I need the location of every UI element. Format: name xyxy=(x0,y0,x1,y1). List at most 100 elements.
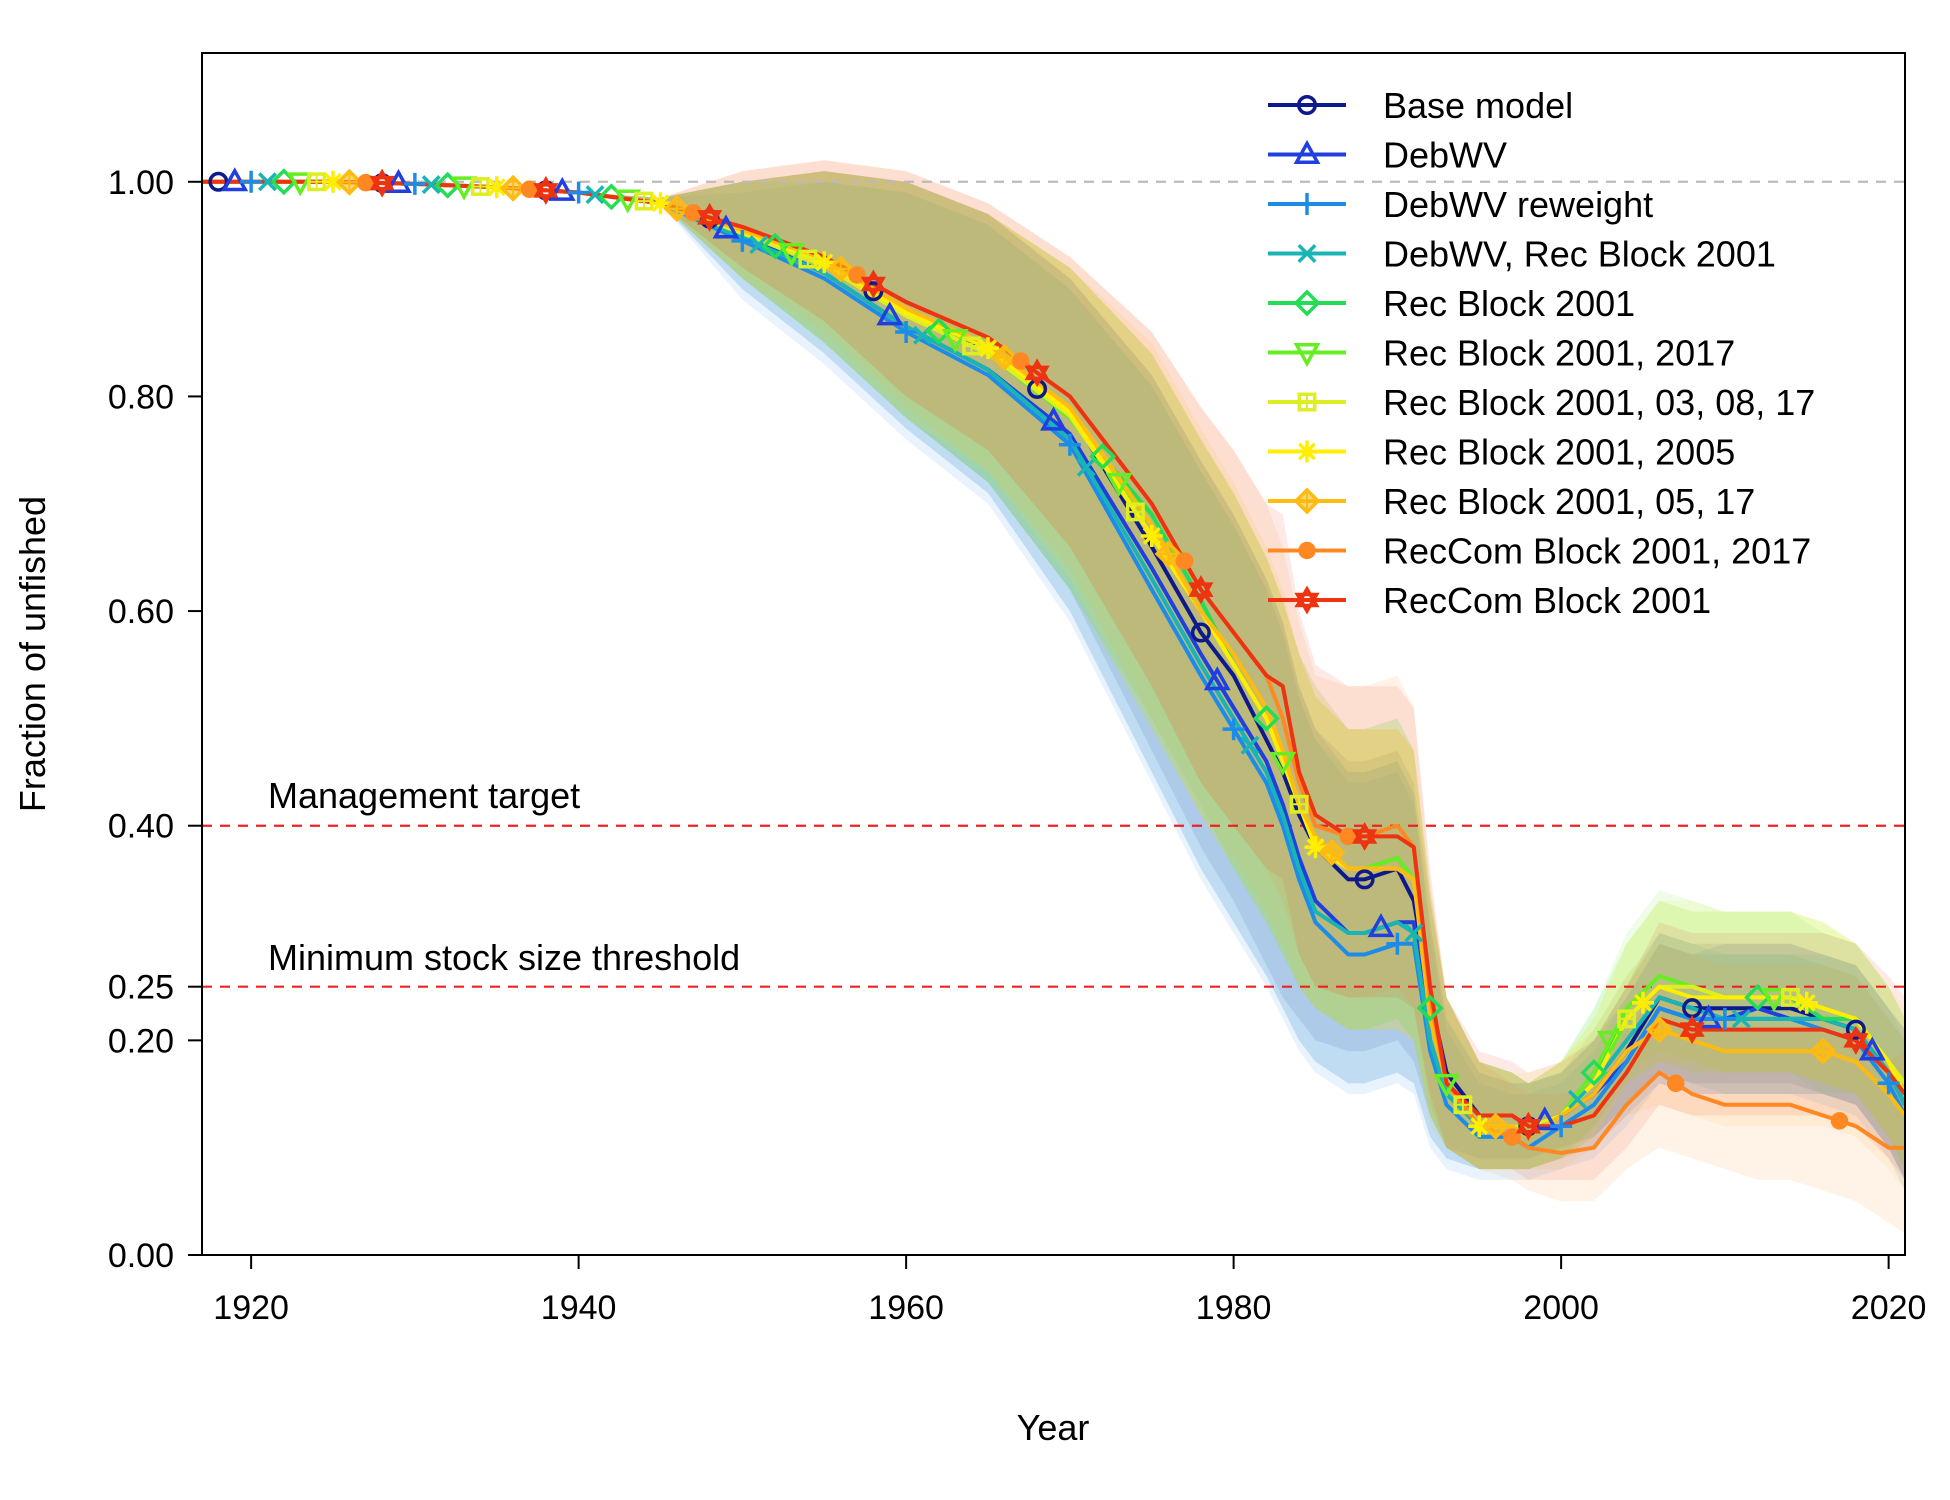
point-debwv xyxy=(1695,1004,1722,1029)
legend-label: DebWV reweight xyxy=(1383,184,1653,225)
point-rec-block-2001-2017 xyxy=(941,329,969,354)
point-rec-block-2001-03-08-17 xyxy=(1289,794,1309,814)
legend-item-debwv-reweight: DebWV reweight xyxy=(1268,184,1653,225)
uncertainty-bands xyxy=(202,160,1905,1234)
point-rec-block-2001-2005 xyxy=(1795,991,1818,1014)
legend-item-debwv: DebWV xyxy=(1268,135,1507,176)
legend-item-rec-block-2001: Rec Block 2001 xyxy=(1268,283,1635,324)
point-debwv xyxy=(1040,406,1067,431)
legend-marker xyxy=(1297,95,1317,115)
point-reccom-block-2001 xyxy=(1679,1015,1705,1045)
point-reccom-block-2001 xyxy=(1024,358,1050,388)
point-reccom-block-2001-2017 xyxy=(1830,1112,1849,1130)
markers-rec-block-2001-2017 xyxy=(286,172,1788,1098)
point-base-model xyxy=(863,281,884,302)
y-tick-label: 0.00 xyxy=(108,1237,174,1275)
point-rec-block-2001-2005 xyxy=(1140,524,1163,547)
point-reccom-block-2001-2017 xyxy=(1503,1128,1521,1146)
management-target-label: Management target xyxy=(268,775,580,816)
point-rec-block-2001-05-17 xyxy=(827,255,855,283)
series-markers xyxy=(208,167,1900,1146)
x-tick-label: 1920 xyxy=(213,1289,289,1327)
point-debwv-rec-block-2001 xyxy=(749,235,769,255)
point-reccom-block-2001 xyxy=(860,269,886,299)
y-tick-label: 0.20 xyxy=(108,1022,174,1060)
x-tick-label: 2000 xyxy=(1523,1289,1599,1327)
point-rec-block-2001-2005 xyxy=(649,192,672,215)
plot-frame xyxy=(201,52,1906,1256)
point-debwv xyxy=(1203,666,1231,691)
point-rec-block-2001-03-08-17 xyxy=(634,191,654,211)
point-base-model xyxy=(1190,622,1211,643)
point-reccom-block-2001 xyxy=(1843,1025,1869,1055)
point-debwv-rec-block-2001 xyxy=(1240,735,1260,755)
legend-item-base-model: Base model xyxy=(1268,85,1573,126)
legend-marker xyxy=(1293,289,1321,317)
point-debwv xyxy=(876,301,904,326)
point-base-model xyxy=(1354,869,1375,890)
legend-marker xyxy=(1298,541,1316,560)
band-debwv-rec-block-2001 xyxy=(202,181,1905,1180)
point-rec-block-2001-2017 xyxy=(1105,472,1133,497)
point-rec-block-2001-2005 xyxy=(1304,836,1327,859)
legend-marker xyxy=(1296,193,1318,215)
legend-label: Rec Block 2001, 2017 xyxy=(1383,333,1735,374)
band-reccom-block-2001 xyxy=(202,160,1905,1180)
band-reccom-block-2001-2017 xyxy=(202,160,1905,1234)
band-rec-block-2001-2017 xyxy=(202,171,1905,1170)
legend-marker xyxy=(1297,392,1317,412)
point-debwv-reweight xyxy=(1222,718,1245,741)
point-debwv-rec-block-2001 xyxy=(1731,1009,1751,1029)
band-base-model xyxy=(202,171,1905,1180)
point-rec-block-2001-03-08-17 xyxy=(1780,987,1800,1007)
legend-marker xyxy=(1296,440,1318,463)
point-debwv-reweight xyxy=(1877,1072,1900,1095)
y-tick-label: 0.25 xyxy=(108,969,174,1007)
y-tick-label: 0.60 xyxy=(108,593,174,631)
point-rec-block-2001-05-17 xyxy=(1318,839,1346,867)
point-reccom-block-2001 xyxy=(1352,821,1378,851)
legend-label: Base model xyxy=(1383,85,1573,126)
point-rec-block-2001-05-17 xyxy=(1809,1037,1837,1065)
point-debwv-reweight xyxy=(240,170,263,193)
point-rec-block-2001-2017 xyxy=(1269,751,1297,776)
point-debwv xyxy=(221,167,249,192)
point-debwv-reweight xyxy=(403,172,426,195)
point-rec-block-2001 xyxy=(761,232,789,260)
point-debwv-rec-block-2001 xyxy=(1404,923,1424,943)
x-tick-label: 1940 xyxy=(541,1289,617,1327)
point-debwv-reweight xyxy=(1058,433,1081,456)
point-debwv-rec-block-2001 xyxy=(421,175,441,195)
legend-item-rec-block-2001-2005: Rec Block 2001, 2005 xyxy=(1268,432,1735,473)
point-rec-block-2001-05-17 xyxy=(1645,1016,1673,1044)
point-debwv-rec-block-2001 xyxy=(585,185,605,205)
point-rec-block-2001-2017 xyxy=(286,172,314,197)
markers-reccom-block-2001 xyxy=(369,168,1869,1141)
point-rec-block-2001-2005 xyxy=(813,251,836,274)
point-rec-block-2001-2005 xyxy=(322,170,344,193)
point-reccom-block-2001 xyxy=(1188,575,1214,605)
point-rec-block-2001-2005 xyxy=(977,337,999,360)
point-rec-block-2001-2005 xyxy=(1632,991,1654,1014)
point-rec-block-2001-2017 xyxy=(1760,987,1788,1013)
axes: 1920 1940 1960 1980 2000 2020 0.00 0.20 0.25 0.40… xyxy=(108,164,1927,1327)
band-rec-block-2001-2005 xyxy=(202,171,1905,1170)
y-axis-title: Fraction of unfished xyxy=(12,496,53,812)
point-rec-block-2001-2005 xyxy=(1468,1115,1491,1138)
point-reccom-block-2001-2017 xyxy=(848,266,866,284)
legend-label: DebWV xyxy=(1383,135,1507,176)
legend: Base model DebWV DebWV reweight DebWV, Rec … xyxy=(1268,85,1815,621)
band-rec-block-2001-05-17 xyxy=(202,171,1905,1191)
legend-item-rec-block-2001-05-17: Rec Block 2001, 05, 17 xyxy=(1268,481,1755,522)
markers-rec-block-2001-2005 xyxy=(322,170,1818,1138)
point-rec-block-2001-2005 xyxy=(485,176,508,199)
point-rec-block-2001 xyxy=(1580,1059,1608,1087)
point-debwv-reweight xyxy=(567,181,590,204)
point-debwv xyxy=(1858,1036,1886,1061)
point-debwv-reweight xyxy=(1386,932,1409,955)
point-base-model xyxy=(1845,1019,1866,1040)
legend-marker xyxy=(1297,244,1317,263)
point-debwv-reweight xyxy=(1713,1007,1736,1030)
legend-marker xyxy=(1293,343,1321,368)
point-reccom-block-2001 xyxy=(369,168,395,198)
